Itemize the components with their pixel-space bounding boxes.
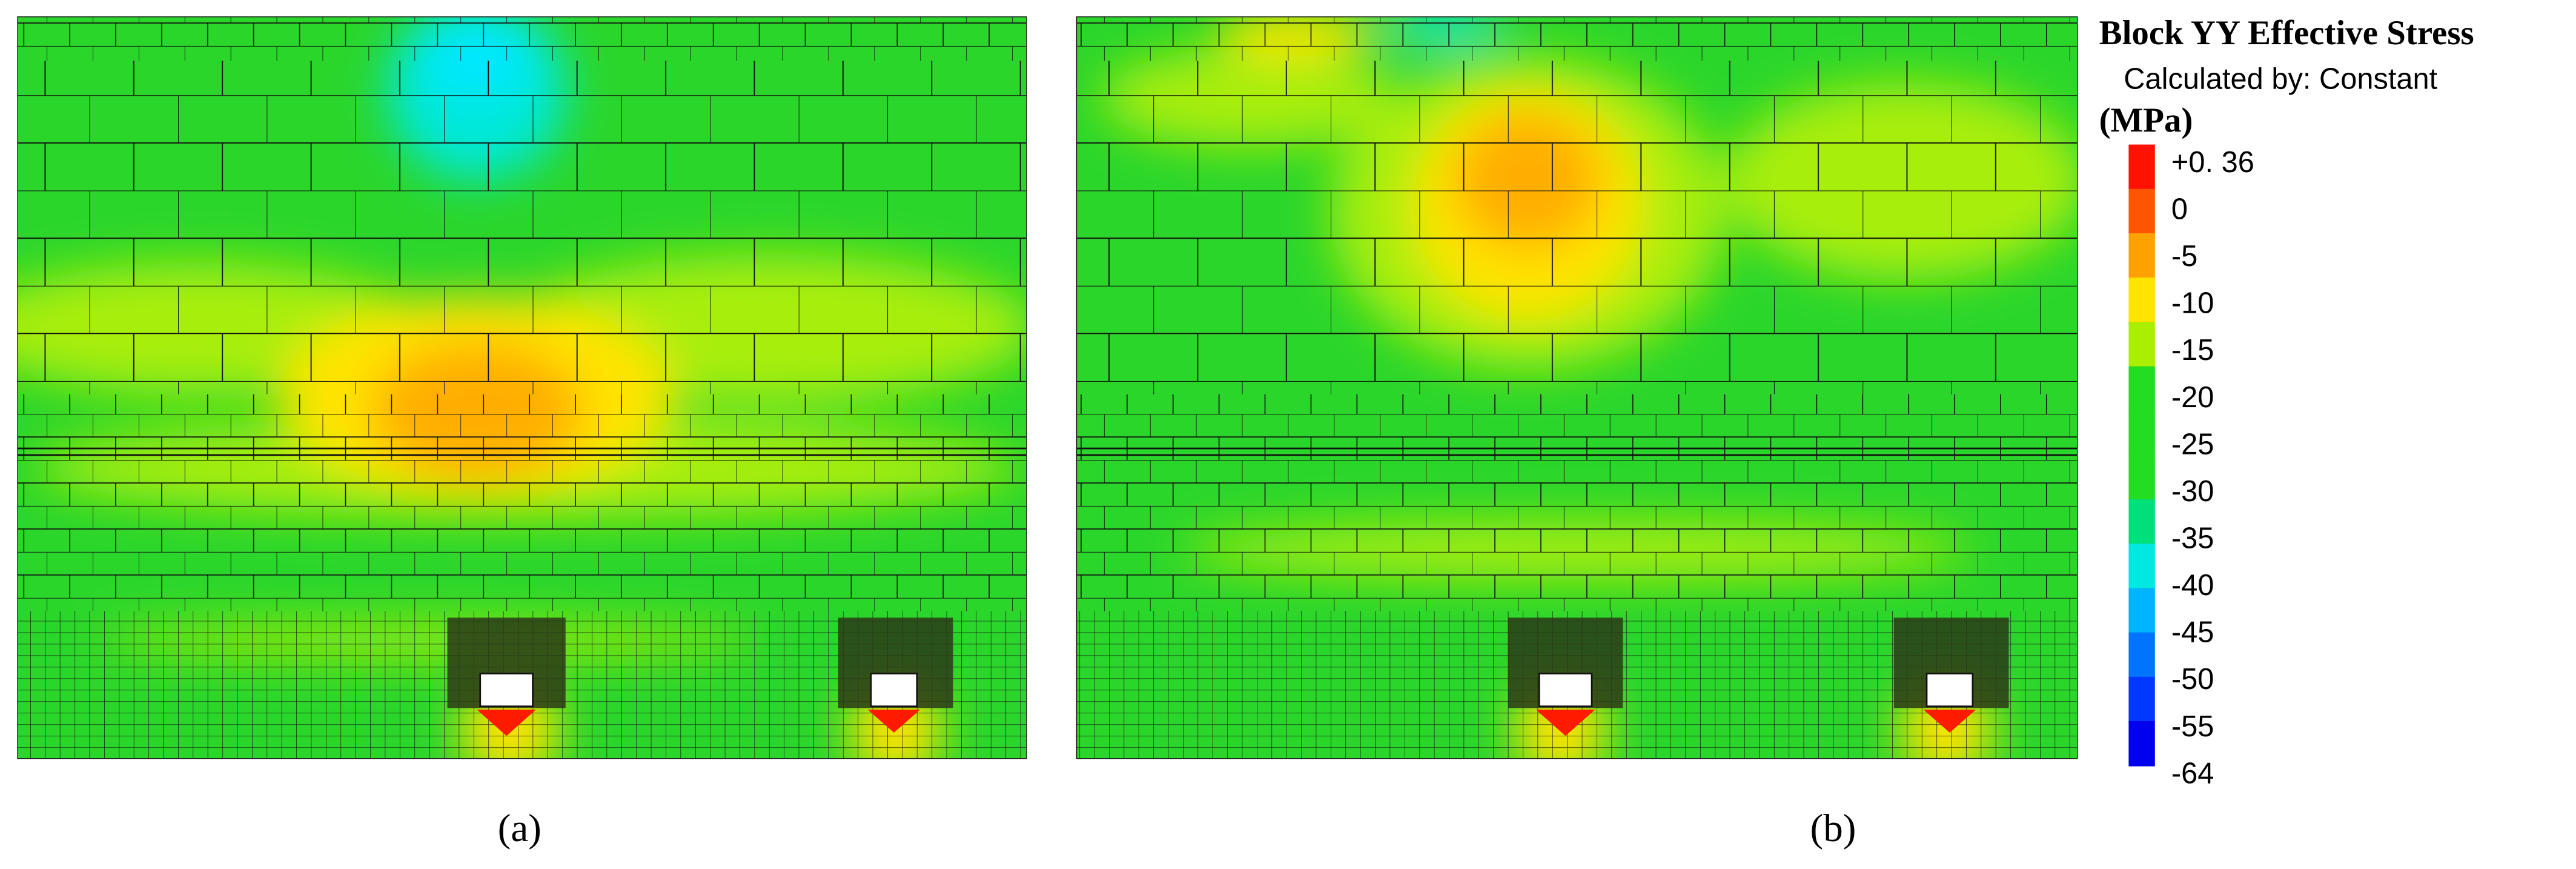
legend-label: -10 — [2171, 287, 2214, 320]
panel-label: (b) — [1810, 807, 1856, 850]
legend-swatch — [2128, 676, 2155, 722]
legend-label: -50 — [2171, 663, 2214, 696]
legend-label: -45 — [2171, 616, 2214, 649]
legend-swatch — [2128, 144, 2155, 190]
legend-swatch — [2128, 632, 2155, 678]
legend-swatch — [2128, 454, 2155, 501]
legend-unit: (MPa) — [2099, 101, 2193, 139]
legend-label: -55 — [2171, 710, 2214, 743]
legend-title: Block YY Effective Stress — [2099, 14, 2474, 52]
legend: +0. 36 0 -5 -10 -15 -20 -25 -30 -35 -40 -45 -50 -55 -… — [2128, 144, 2254, 790]
legend-swatch — [2128, 188, 2155, 235]
legend-swatch — [2128, 588, 2155, 634]
legend-label: -40 — [2171, 569, 2214, 602]
legend-label: -15 — [2171, 334, 2214, 367]
legend-label: -25 — [2171, 428, 2214, 461]
contour-panel-b — [1076, 16, 2078, 759]
panel-label: (a) — [498, 807, 541, 850]
legend-swatch — [2128, 544, 2155, 589]
legend-swatch — [2128, 721, 2155, 767]
legend-swatch — [2128, 233, 2155, 279]
legend-label: -5 — [2171, 240, 2197, 273]
legend-label: 0 — [2171, 193, 2188, 226]
legend-label: +0. 36 — [2171, 146, 2254, 179]
legend-swatch — [2128, 278, 2155, 323]
legend-label: -30 — [2171, 475, 2214, 508]
legend-swatch — [2128, 322, 2155, 367]
legend-label: -20 — [2171, 381, 2214, 414]
legend-swatch — [2128, 499, 2155, 545]
legend-swatch — [2128, 366, 2155, 412]
legend-subtitle: Calculated by: Constant — [2124, 62, 2437, 95]
contour-panel-a — [17, 16, 1027, 759]
legend-swatch — [2128, 410, 2155, 456]
legend-label: -64 — [2171, 757, 2214, 790]
legend-label: -35 — [2171, 522, 2214, 555]
